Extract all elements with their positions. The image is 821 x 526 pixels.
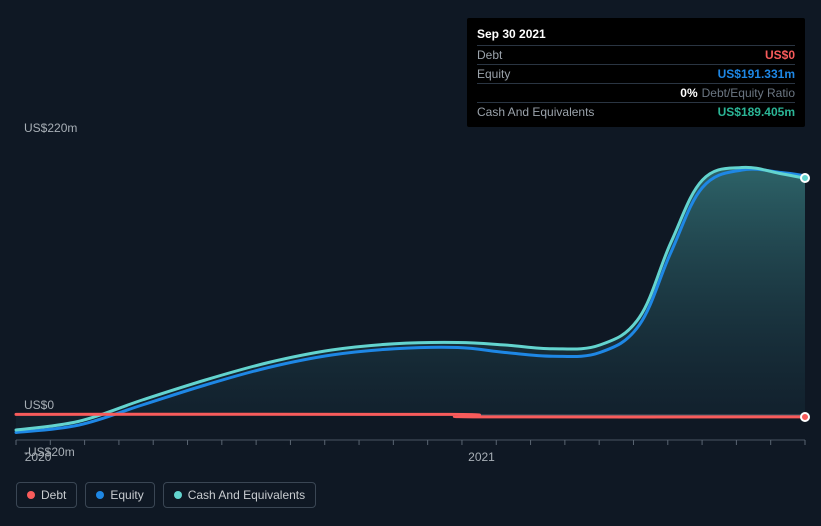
legend-item-cash[interactable]: Cash And Equivalents — [163, 482, 316, 508]
tooltip-value: US$189.405m — [718, 105, 795, 119]
tooltip-value: US$191.331m — [718, 67, 795, 81]
x-axis-label: 2020 — [25, 450, 52, 464]
tooltip-date: Sep 30 2021 — [477, 24, 795, 46]
tooltip-label: Equity — [477, 67, 510, 81]
legend-label: Equity — [110, 488, 143, 502]
financials-chart — [16, 140, 805, 440]
legend-item-equity[interactable]: Equity — [85, 482, 154, 508]
legend-label: Debt — [41, 488, 66, 502]
tooltip-row-ratio: 0% Debt/Equity Ratio — [477, 84, 795, 103]
series-end-marker — [800, 173, 810, 183]
tooltip-value: US$0 — [765, 48, 795, 62]
legend-item-debt[interactable]: Debt — [16, 482, 77, 508]
tooltip-ratio-label: Debt/Equity Ratio — [702, 86, 795, 100]
tooltip-row-equity: Equity US$191.331m — [477, 65, 795, 84]
series-end-marker — [800, 412, 810, 422]
y-axis-label: US$220m — [24, 121, 77, 135]
tooltip-label: Cash And Equivalents — [477, 105, 594, 119]
tooltip-label: Debt — [477, 48, 502, 62]
tooltip-row-debt: Debt US$0 — [477, 46, 795, 65]
legend-dot-icon — [27, 491, 35, 499]
chart-tooltip: Sep 30 2021 Debt US$0 Equity US$191.331m… — [467, 18, 805, 127]
tooltip-ratio-value: 0% — [680, 86, 697, 100]
legend-dot-icon — [96, 491, 104, 499]
legend-dot-icon — [174, 491, 182, 499]
x-axis-label: 2021 — [468, 450, 495, 464]
legend-label: Cash And Equivalents — [188, 488, 305, 502]
tooltip-row-cash: Cash And Equivalents US$189.405m — [477, 103, 795, 121]
chart-legend: Debt Equity Cash And Equivalents — [16, 482, 316, 508]
